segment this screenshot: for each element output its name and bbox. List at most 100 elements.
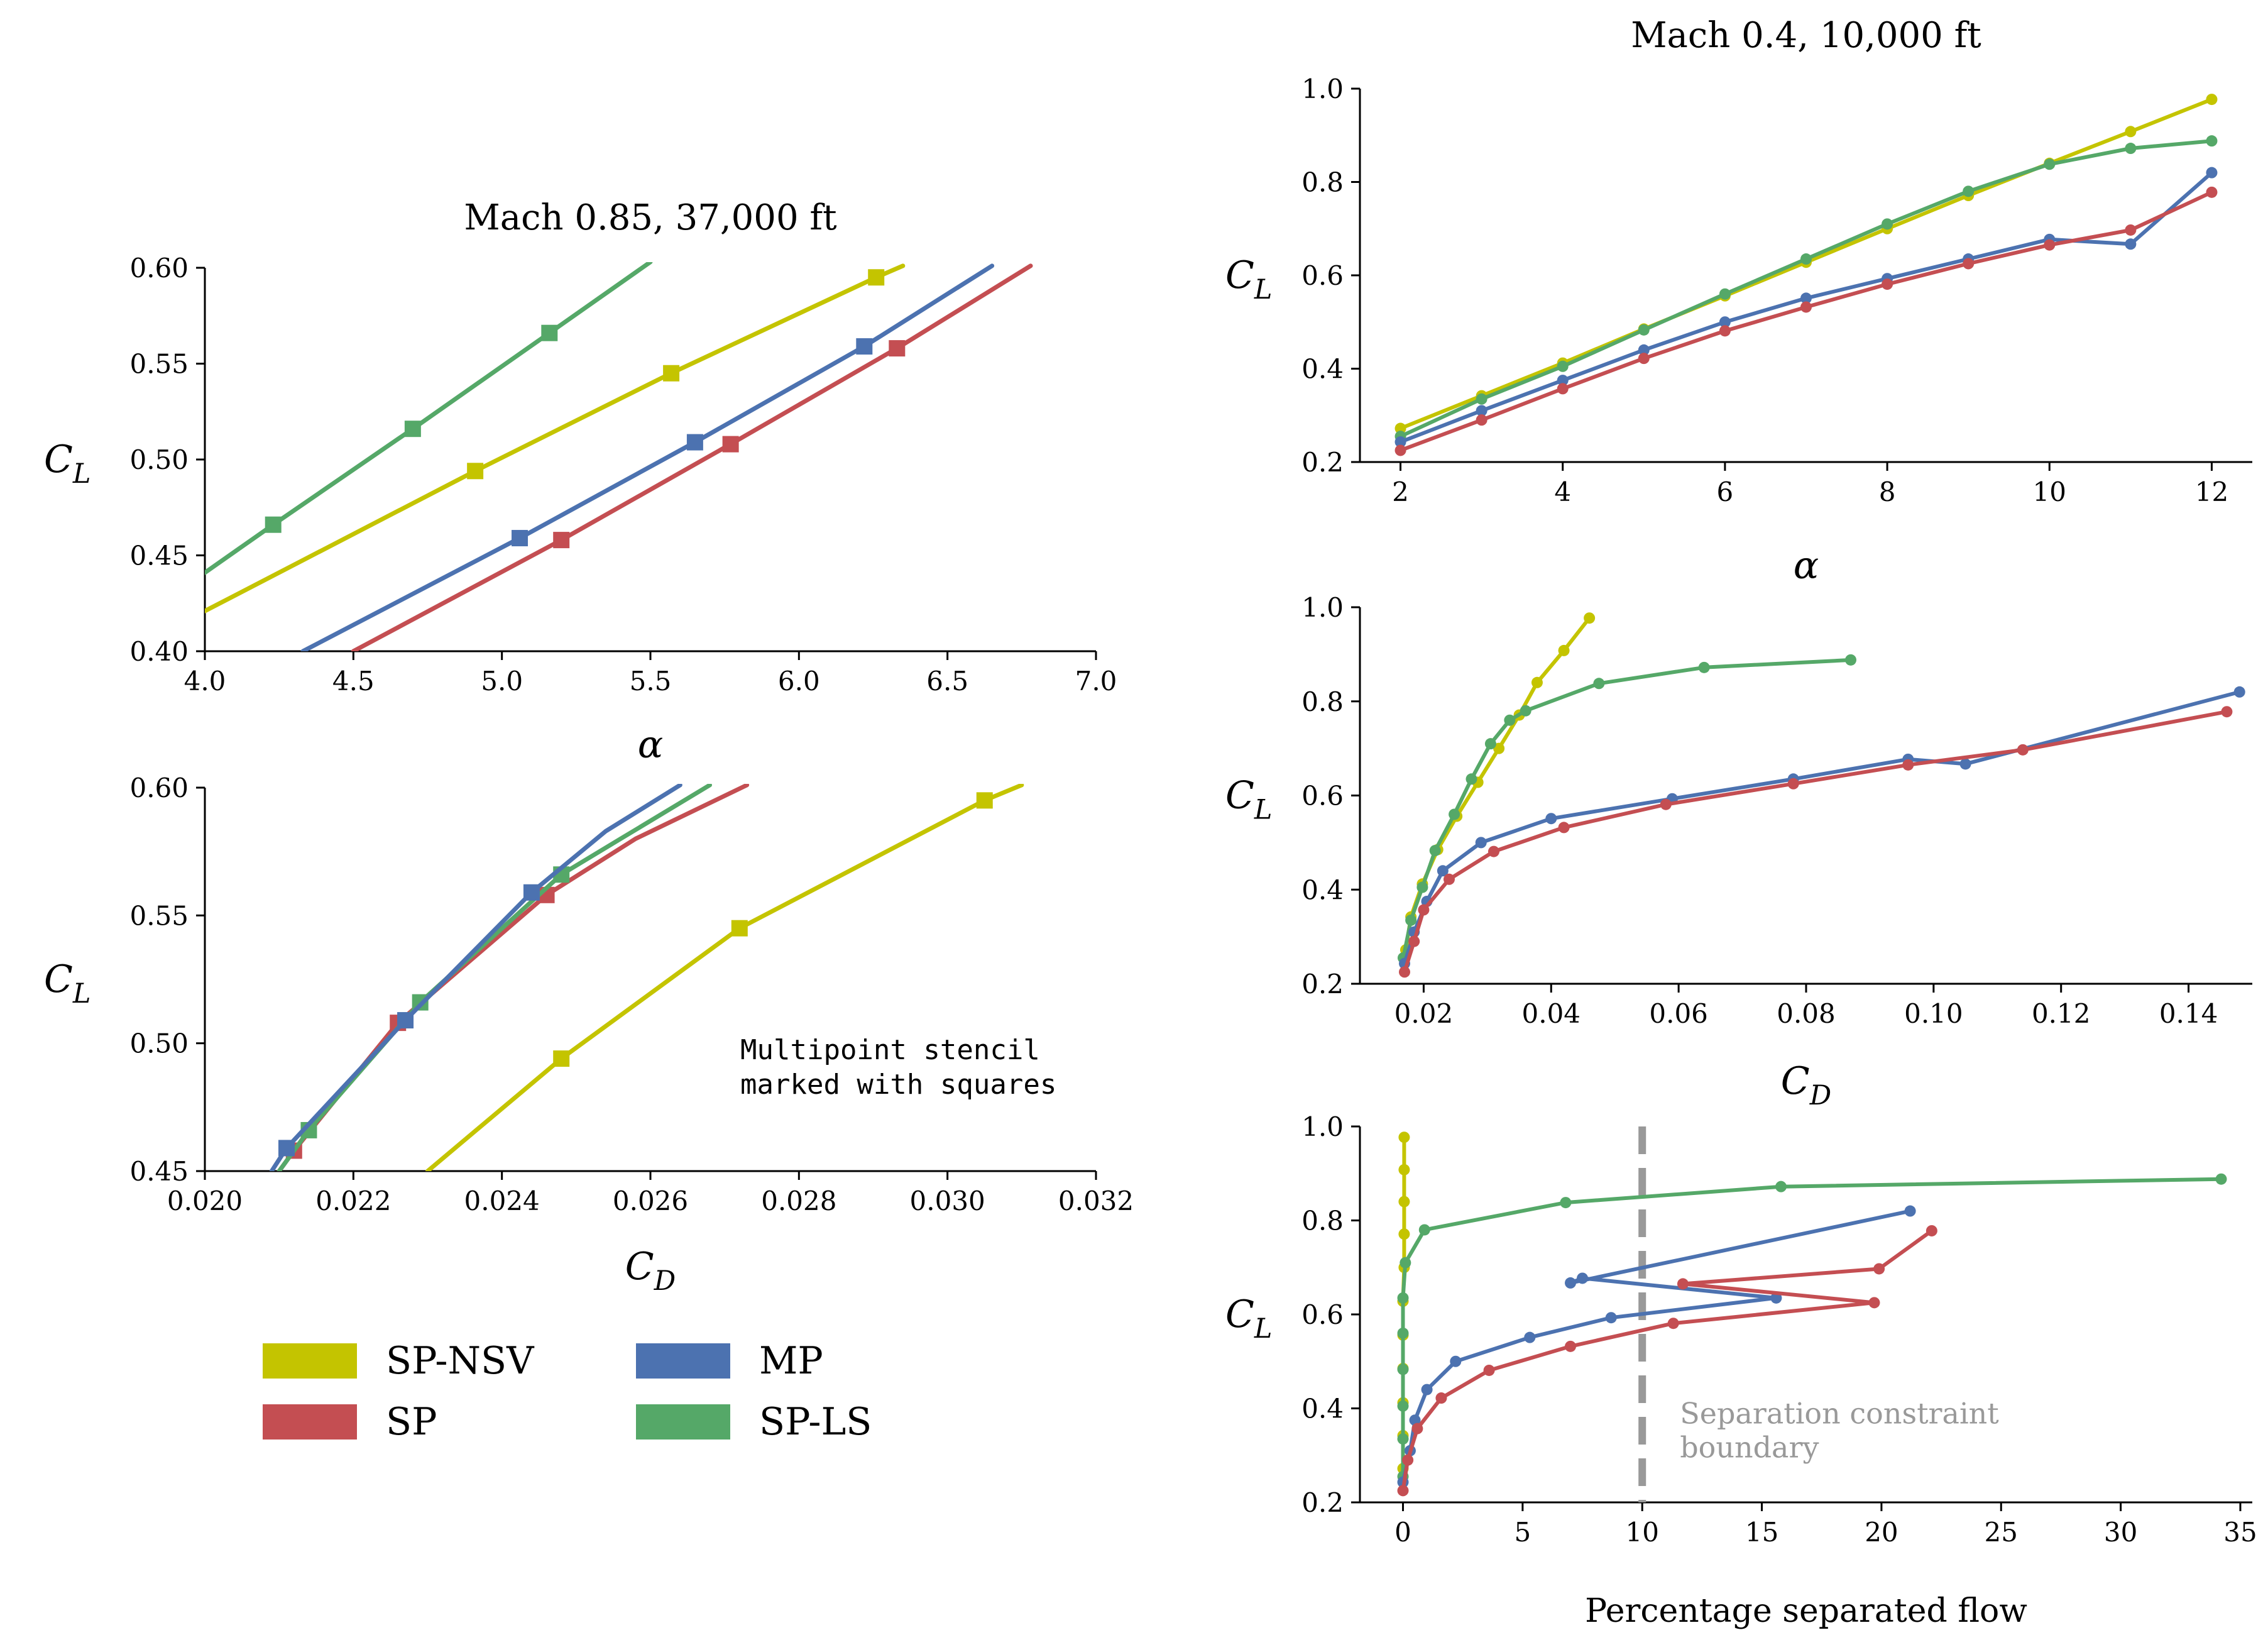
data-point-mp <box>856 338 873 355</box>
x-tick-label: 0 <box>1394 1517 1411 1548</box>
x-tick-label: 5 <box>1515 1517 1531 1548</box>
x-tick-label: 15 <box>1745 1517 1778 1548</box>
legend-swatch-mp <box>636 1343 730 1379</box>
data-point-sp <box>1882 278 1893 290</box>
data-point-sp-nsv <box>1398 1228 1410 1240</box>
data-point-sp <box>2221 706 2233 718</box>
data-point-mp <box>2233 686 2245 698</box>
data-point-sp-ls <box>1465 773 1477 785</box>
y-tick-label: 0.8 <box>1301 1206 1344 1236</box>
legend-label-sp-ls: SP-LS <box>759 1400 872 1444</box>
data-point-mp <box>1800 292 1812 304</box>
data-point-sp-nsv <box>1398 1164 1410 1175</box>
x-tick-label: 0.12 <box>2032 998 2091 1029</box>
series-line-sp-ls <box>1401 658 1853 960</box>
data-point-sp <box>553 532 570 549</box>
x-tick-label: 10 <box>1625 1517 1658 1548</box>
data-point-sp <box>1677 1278 1689 1290</box>
data-point-sp-ls <box>1416 881 1428 893</box>
legend-swatch-sp-nsv <box>263 1343 357 1379</box>
x-tick-label: 7.0 <box>1075 666 1117 696</box>
x-tick-label: 12 <box>2195 476 2228 507</box>
data-point-sp <box>889 340 906 357</box>
data-point-mp <box>1524 1331 1536 1343</box>
data-point-mp <box>523 884 540 901</box>
data-point-sp <box>1411 1423 1423 1434</box>
data-point-sp-ls <box>1400 1257 1411 1269</box>
data-point-sp-ls <box>2215 1173 2227 1185</box>
y-tick-label: 0.8 <box>1301 686 1344 717</box>
x-tick-label: 0.14 <box>2159 998 2218 1029</box>
y-tick-label: 0.6 <box>1301 1299 1344 1330</box>
legend-swatch-sp-ls <box>636 1404 730 1440</box>
data-point-sp-ls <box>1557 360 1569 372</box>
data-point-mp <box>2125 238 2137 250</box>
y-axis-label: CL <box>1225 774 1272 826</box>
data-point-sp-nsv <box>1531 676 1543 688</box>
legend-label-mp: MP <box>759 1339 823 1383</box>
data-point-sp <box>1488 845 1499 857</box>
x-tick-label: 2 <box>1392 476 1409 507</box>
data-point-sp-ls <box>1429 845 1441 857</box>
x-tick-label: 8 <box>1879 476 1896 507</box>
y-axis-label-main: C <box>1225 253 1254 297</box>
y-axis-label-main: C <box>1225 774 1254 818</box>
data-point-sp-nsv <box>1558 644 1570 656</box>
x-tick-label: 0.024 <box>464 1186 540 1216</box>
data-point-sp <box>1557 383 1569 395</box>
data-point-mp <box>1437 865 1449 877</box>
y-tick-label: 0.40 <box>129 636 189 667</box>
plot-area <box>1397 1131 2227 1497</box>
data-point-sp <box>1638 353 1650 365</box>
data-point-sp-ls <box>1719 288 1731 300</box>
data-point-sp-ls <box>1800 253 1812 265</box>
y-axis-label-main: C <box>44 957 73 1001</box>
x-tick-label: 0.030 <box>910 1186 985 1216</box>
x-axis-label-sub: D <box>1809 1080 1831 1111</box>
data-point-sp-ls <box>1476 393 1487 405</box>
data-point-sp-ls <box>1845 654 1856 666</box>
data-point-sp <box>1902 759 1914 771</box>
data-point-mp <box>1605 1312 1617 1324</box>
stencil-annotation: Multipoint stencil <box>740 1034 1040 1066</box>
data-point-sp-nsv <box>1394 422 1406 434</box>
data-point-sp-ls <box>2044 158 2056 170</box>
legend-label-sp: SP <box>386 1400 437 1444</box>
data-point-mp <box>1577 1272 1589 1284</box>
y-tick-label: 1.0 <box>1301 74 1344 104</box>
data-point-sp-ls <box>1882 218 1893 230</box>
y-axis-label: CL <box>44 438 90 490</box>
x-tick-label: 6.0 <box>778 666 820 696</box>
x-tick-label: 5.5 <box>630 666 672 696</box>
data-point-sp-ls <box>2206 135 2218 147</box>
separation-constraint-label: boundary <box>1680 1431 1819 1465</box>
y-tick-label: 0.55 <box>129 349 189 380</box>
data-point-sp-nsv <box>2125 126 2137 138</box>
y-tick-label: 0.6 <box>1301 260 1344 291</box>
plot-area <box>1397 612 2245 978</box>
legend: SP-NSV MP SP SP-LS <box>263 1339 872 1444</box>
y-tick-label: 0.2 <box>1301 969 1344 999</box>
y-tick-label: 0.50 <box>129 444 189 475</box>
data-point-sp-ls <box>265 516 282 533</box>
y-axis-label: CL <box>1225 253 1272 306</box>
data-point-sp-nsv <box>1398 1196 1410 1208</box>
x-tick-label: 0.10 <box>1904 998 1963 1029</box>
data-point-sp-ls <box>1775 1181 1787 1192</box>
y-tick-label: 0.4 <box>1301 354 1344 385</box>
y-tick-label: 0.45 <box>129 541 189 571</box>
data-point-sp-ls <box>541 324 558 341</box>
plot-area <box>205 262 1033 651</box>
y-axis-label-main: C <box>1225 1292 1254 1336</box>
data-point-sp-ls <box>1397 1400 1409 1412</box>
data-point-sp <box>1667 1318 1679 1329</box>
y-tick-label: 0.8 <box>1301 167 1344 198</box>
data-point-sp-ls <box>1397 1433 1409 1445</box>
plot-area <box>269 784 1024 1171</box>
data-point-sp <box>1800 301 1812 313</box>
data-point-sp <box>1399 966 1410 978</box>
data-point-sp-nsv <box>2206 94 2218 106</box>
data-point-sp <box>2125 224 2137 236</box>
data-point-sp-ls <box>2125 143 2137 155</box>
data-point-sp-ls <box>1560 1197 1572 1209</box>
